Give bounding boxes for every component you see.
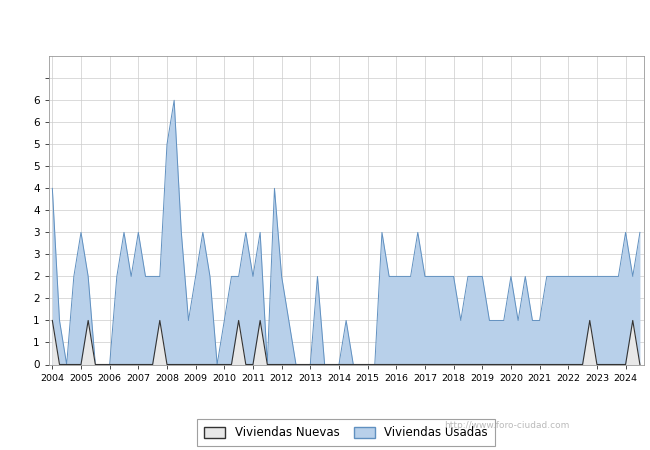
Text: Jayena - Evolucion del Nº de Transacciones Inmobiliarias: Jayena - Evolucion del Nº de Transaccion…	[92, 16, 558, 31]
Legend: Viviendas Nuevas, Viviendas Usadas: Viviendas Nuevas, Viviendas Usadas	[197, 419, 495, 446]
Text: http://www.foro-ciudad.com: http://www.foro-ciudad.com	[445, 421, 569, 430]
